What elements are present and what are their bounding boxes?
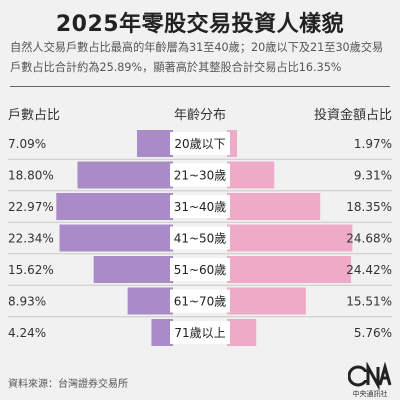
category-label-box (170, 321, 230, 344)
investment-value-label: 5.76% (354, 326, 392, 340)
header-right: 投資金額占比 (314, 107, 392, 123)
bar-investment (227, 256, 352, 283)
category-label: 61~70歲 (174, 295, 227, 309)
chart-title: 2025年零股交易投資人樣貌 (55, 12, 345, 37)
bar-households (59, 224, 173, 252)
households-value-label: 4.24% (8, 326, 46, 340)
bar-households (93, 256, 173, 283)
bar-households (136, 130, 173, 157)
category-label: 41~50歲 (174, 232, 227, 246)
category-label: 31~40歲 (174, 200, 227, 214)
category-label-box (170, 132, 230, 155)
logo-caption: 中央通訊社 (352, 390, 388, 398)
category-label-box (170, 195, 230, 218)
bar-investment (227, 287, 306, 315)
category-label-box (170, 289, 230, 313)
data-source: 資料來源：台灣證券交易所 (8, 379, 128, 390)
households-value-label: 22.34% (8, 232, 54, 246)
bar-households (77, 161, 173, 189)
cna-logo-icon (347, 361, 392, 391)
bar-investment (227, 224, 353, 252)
bar-households (127, 287, 173, 315)
cna-logo: 中央通訊社 (347, 361, 392, 398)
households-value-label: 8.93% (8, 295, 46, 309)
category-label-box (170, 258, 230, 281)
bar-investment (227, 161, 275, 189)
header-center: 年齡分布 (174, 108, 226, 123)
category-label-box (170, 226, 230, 250)
category-label: 71歲以上 (174, 326, 225, 340)
bar-investment (227, 319, 257, 346)
header-left: 戶數占比 (8, 108, 60, 123)
households-value-label: 18.80% (8, 169, 54, 183)
investment-value-label: 24.68% (346, 232, 392, 246)
investment-value-label: 18.35% (346, 200, 392, 214)
category-label: 20歲以下 (174, 137, 225, 151)
investment-value-label: 9.31% (354, 169, 392, 183)
category-label: 21~30歲 (174, 169, 227, 183)
header-divider (10, 86, 390, 87)
category-label: 51~60歲 (174, 263, 227, 277)
investment-value-label: 1.97% (354, 137, 392, 151)
category-label-box (170, 163, 230, 187)
investment-value-label: 15.51% (346, 295, 392, 309)
households-value-label: 7.09% (8, 137, 46, 151)
bar-households (151, 319, 173, 346)
households-value-label: 22.97% (8, 200, 54, 214)
chart-subtitle: 自然人交易戶數占比最高的年齡層為31至40歲；20歲以下及21至30歲交易戶數占… (10, 41, 384, 74)
population-pyramid-chart: 戶數占比 年齡分布 投資金額占比 20歲以下 7.09% 1.97% 21~30歲 18.80… (8, 107, 392, 346)
bar-investment (227, 193, 321, 220)
households-value-label: 15.62% (8, 263, 54, 277)
investment-value-label: 24.42% (346, 263, 392, 277)
bar-investment (227, 130, 238, 157)
bar-households (56, 193, 173, 220)
